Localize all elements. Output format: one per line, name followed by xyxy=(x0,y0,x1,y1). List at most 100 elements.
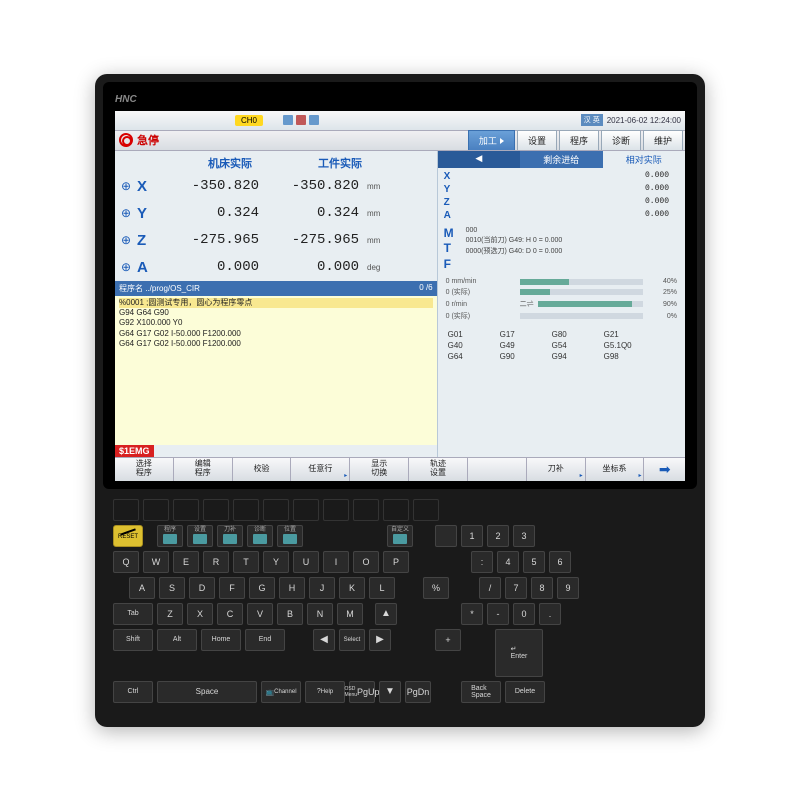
key-V[interactable]: V xyxy=(247,603,273,625)
tab-key[interactable]: Tab xyxy=(113,603,153,625)
key-T[interactable]: T xyxy=(233,551,259,573)
fn-PRG[interactable]: 程序 xyxy=(157,525,183,547)
alt-key[interactable]: Alt xyxy=(157,629,197,651)
fn-USER[interactable]: 自定义 xyxy=(387,525,413,547)
key-U[interactable]: U xyxy=(293,551,319,573)
ctrl-key[interactable]: Ctrl xyxy=(113,681,153,703)
user-key[interactable] xyxy=(173,499,199,521)
softkey[interactable]: 轨迹设置 xyxy=(409,458,468,481)
softkey[interactable]: 显示切换 xyxy=(350,458,409,481)
key-H[interactable]: H xyxy=(279,577,305,599)
key-B[interactable]: B xyxy=(277,603,303,625)
tab-诊断[interactable]: 诊断 xyxy=(601,130,641,150)
num-7[interactable]: 7 xyxy=(505,577,527,599)
key-R[interactable]: R xyxy=(203,551,229,573)
key-N[interactable]: N xyxy=(307,603,333,625)
next-page-icon[interactable]: ➡ xyxy=(644,458,684,481)
num-3[interactable]: 3 xyxy=(513,525,535,547)
user-key[interactable] xyxy=(113,499,139,521)
backspace-key[interactable]: BackSpace xyxy=(461,681,501,703)
softkey[interactable]: 校验 xyxy=(233,458,292,481)
key-Z[interactable]: Z xyxy=(157,603,183,625)
num-.[interactable]: . xyxy=(539,603,561,625)
right-key[interactable]: ▶ xyxy=(369,629,391,651)
softkey[interactable] xyxy=(468,458,527,481)
num-0[interactable]: 0 xyxy=(513,603,535,625)
delete-key[interactable]: Delete xyxy=(505,681,545,703)
key-C[interactable]: C xyxy=(217,603,243,625)
left-arrow-icon[interactable]: ◀ xyxy=(438,151,520,168)
num--[interactable]: - xyxy=(487,603,509,625)
key-P[interactable]: P xyxy=(383,551,409,573)
num-8[interactable]: 8 xyxy=(531,577,553,599)
key-O[interactable]: O xyxy=(353,551,379,573)
user-key[interactable] xyxy=(413,499,439,521)
key-K[interactable]: K xyxy=(339,577,365,599)
user-key[interactable] xyxy=(353,499,379,521)
num-6[interactable]: 6 xyxy=(549,551,571,573)
reset-key[interactable]: RESET xyxy=(113,525,143,547)
fn-SET[interactable]: 设置 xyxy=(187,525,213,547)
softkey[interactable]: 编辑程序 xyxy=(174,458,233,481)
key-M[interactable]: M xyxy=(337,603,363,625)
user-key[interactable] xyxy=(323,499,349,521)
num-4[interactable]: 4 xyxy=(497,551,519,573)
key-Y[interactable]: Y xyxy=(263,551,289,573)
key-F[interactable]: F xyxy=(219,577,245,599)
softkey[interactable]: 任意行 xyxy=(291,458,350,481)
key-pct[interactable]: % xyxy=(423,577,449,599)
num-2[interactable]: 2 xyxy=(487,525,509,547)
language-toggle[interactable]: 汉 英 xyxy=(581,114,603,126)
enter-key[interactable]: ↵Enter xyxy=(495,629,543,677)
tab-加工[interactable]: 加工 xyxy=(468,130,515,150)
mtf-panel: M T F 000 0010(当前刀) G49: H 0 = 0.000 000… xyxy=(438,224,685,275)
fn-POS[interactable]: 位置 xyxy=(277,525,303,547)
num-5[interactable]: 5 xyxy=(523,551,545,573)
user-key[interactable] xyxy=(293,499,319,521)
num-9[interactable]: 9 xyxy=(557,577,579,599)
shift-key[interactable]: Shift xyxy=(113,629,153,651)
key-I[interactable]: I xyxy=(323,551,349,573)
key-W[interactable]: W xyxy=(143,551,169,573)
key-S[interactable]: S xyxy=(159,577,185,599)
user-key[interactable] xyxy=(233,499,259,521)
tab-程序[interactable]: 程序 xyxy=(559,130,599,150)
left-key[interactable]: ◀ xyxy=(313,629,335,651)
key-L[interactable]: L xyxy=(369,577,395,599)
user-key[interactable] xyxy=(263,499,289,521)
end-key[interactable]: End xyxy=(245,629,285,651)
tab-设置[interactable]: 设置 xyxy=(517,130,557,150)
num-:[interactable]: : xyxy=(471,551,493,573)
help-key[interactable]: ?Help xyxy=(305,681,345,703)
fn-DGN[interactable]: 诊断 xyxy=(247,525,273,547)
tab-维护[interactable]: 维护 xyxy=(643,130,683,150)
softkey[interactable]: 选择程序 xyxy=(115,458,174,481)
softkey[interactable]: 刀补 xyxy=(527,458,586,481)
key-Q[interactable]: Q xyxy=(113,551,139,573)
space-key[interactable]: Space xyxy=(157,681,257,703)
user-key[interactable] xyxy=(203,499,229,521)
home-key[interactable]: Home xyxy=(201,629,241,651)
num-/[interactable]: / xyxy=(479,577,501,599)
key-D[interactable]: D xyxy=(189,577,215,599)
plus-key[interactable]: + xyxy=(435,629,461,651)
channel-key[interactable]: 📺Channel xyxy=(261,681,301,703)
num-[interactable] xyxy=(435,525,457,547)
fn-OFT[interactable]: 刀补 xyxy=(217,525,243,547)
key-J[interactable]: J xyxy=(309,577,335,599)
softkey[interactable]: 坐标系 xyxy=(586,458,645,481)
pgup-key[interactable]: OSD MenuPgUp xyxy=(349,681,375,703)
down-key[interactable]: ▼ xyxy=(379,681,401,703)
num-1[interactable]: 1 xyxy=(461,525,483,547)
select-key[interactable]: Select xyxy=(339,629,365,651)
user-key[interactable] xyxy=(383,499,409,521)
status-icon xyxy=(296,115,306,125)
key-A[interactable]: A xyxy=(129,577,155,599)
key-G[interactable]: G xyxy=(249,577,275,599)
key-E[interactable]: E xyxy=(173,551,199,573)
num-*[interactable]: * xyxy=(461,603,483,625)
key-X[interactable]: X xyxy=(187,603,213,625)
up-key[interactable]: ▲ xyxy=(375,603,397,625)
pgdn-key[interactable]: PgDn xyxy=(405,681,431,703)
user-key[interactable] xyxy=(143,499,169,521)
